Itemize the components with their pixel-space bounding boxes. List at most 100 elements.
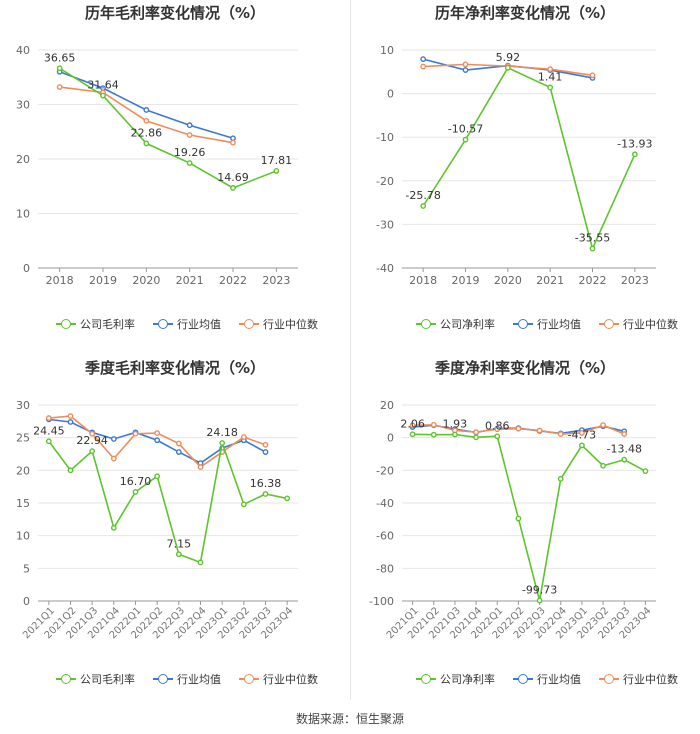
data-label: -13.48 [607, 443, 642, 456]
data-point [420, 63, 427, 70]
data-point [420, 203, 427, 209]
chart-canvas: 0510152025302021Q12021Q22021Q32021Q42022… [16, 399, 298, 641]
data-point [240, 501, 247, 508]
legend-label: 行业均值 [177, 673, 221, 686]
data-label: 22.86 [131, 126, 163, 139]
y-tick-label: 20 [16, 464, 30, 477]
quarterly-net-margin-chart: 季度净利率变化情况（%） -100 -80 -60 -40 -20 0 20 2021Q1 20… [350, 355, 700, 705]
y-tick-label: -10 [376, 131, 394, 144]
y-tick-label: 25 [16, 432, 30, 445]
quarterly-gross-margin-chart: 季度毛利率变化情况（%） 0 5 10 15 20 25 30 2021Q1 2021Q2 202… [0, 355, 350, 705]
data-label: -25.78 [405, 189, 440, 202]
x-tick-label: 2018 [409, 274, 437, 287]
data-point [621, 431, 628, 437]
data-point [186, 122, 193, 129]
y-tick-label: -30 [376, 218, 394, 231]
legend-line-icon [416, 319, 436, 329]
data-label: 24.45 [33, 424, 65, 437]
y-tick-label: 0 [23, 262, 30, 275]
legend-label: 行业均值 [537, 673, 581, 686]
annual-gross-margin-chart: 历年毛利率变化情况（%） 0 10 20 30 40 2018 2019 2020 2021 20… [0, 0, 350, 350]
data-point [45, 415, 52, 421]
y-tick-label: 0 [23, 595, 30, 608]
chart-canvas: -40 -30 -20 -10 0 10 2018 2019 2020 2021 2022 2023 -… [376, 44, 656, 287]
data-point [547, 84, 554, 91]
data-label: 31.64 [87, 79, 119, 92]
data-point [452, 431, 458, 438]
data-point [536, 427, 543, 434]
series-company: 36.65 31.64 22.86 19.26 14.69 17.81 [44, 51, 293, 191]
legend-label: 公司毛利率 [80, 318, 135, 331]
legend-item-industry_median[interactable]: 行业中位数 [599, 316, 678, 332]
data-point [579, 430, 585, 436]
data-point [56, 65, 63, 72]
y-tick-label: 30 [16, 399, 30, 412]
legend-item-industry_avg[interactable]: 行业均值 [513, 671, 581, 687]
data-label: 5.92 [496, 51, 521, 64]
legend-item-company[interactable]: 公司毛利率 [56, 671, 135, 687]
data-label: 2.06 [400, 417, 425, 430]
legend-item-industry_median[interactable]: 行业中位数 [239, 671, 318, 687]
chart-title: 季度毛利率变化情况（%） [84, 359, 266, 377]
data-point [262, 449, 269, 455]
y-tick-label: 0 [387, 88, 394, 101]
data-label: 14.69 [217, 171, 249, 184]
data-label: 24.18 [206, 426, 238, 439]
legend-line-icon [56, 319, 76, 329]
legend-item-industry_avg[interactable]: 行业均值 [153, 671, 221, 687]
legend-line-icon [56, 674, 76, 684]
series-company: 2.06 1.93 0.86 -99.73 -4.73 -13.48 [400, 417, 649, 604]
legend-item-company[interactable]: 公司毛利率 [56, 316, 135, 332]
y-tick-label: -20 [376, 175, 394, 188]
legend: 公司净利率 行业均值 行业中位数 [416, 316, 678, 332]
x-tick-label: 2018 [46, 274, 74, 287]
data-label: 17.81 [261, 154, 293, 167]
data-point [430, 431, 437, 438]
data-point [409, 422, 416, 429]
series-line [422, 66, 636, 251]
data-point [462, 67, 469, 73]
data-point [621, 456, 628, 463]
data-point [262, 441, 269, 448]
legend-item-industry_median[interactable]: 行业中位数 [599, 671, 678, 687]
legend-item-industry_avg[interactable]: 行业均值 [513, 316, 581, 332]
data-point [132, 430, 139, 437]
data-point [473, 429, 479, 436]
data-point [494, 426, 501, 433]
x-tick-label: 2022 [219, 274, 247, 287]
y-tick-label: -40 [376, 497, 394, 510]
data-label: -10.57 [448, 123, 483, 136]
y-tick-label: 30 [16, 99, 30, 112]
legend: 公司毛利率 行业均值 行业中位数 [56, 316, 318, 332]
data-point [473, 434, 479, 441]
legend-line-icon [239, 319, 259, 329]
series-industry_median [409, 421, 628, 437]
data-point [67, 467, 74, 474]
x-tick-label: 2020 [132, 274, 160, 287]
legend-item-industry_median[interactable]: 行业中位数 [239, 316, 318, 332]
data-point [67, 419, 74, 425]
data-label: 16.70 [120, 475, 152, 488]
legend-item-industry_avg[interactable]: 行业均值 [153, 316, 221, 332]
data-label: 1.93 [443, 418, 468, 431]
y-tick-label: -20 [376, 464, 394, 477]
x-tick-label: 2023 [621, 274, 649, 287]
y-tick-label: -40 [376, 262, 394, 275]
series-line [412, 433, 646, 601]
y-tick-label: -80 [376, 562, 394, 575]
data-point [89, 448, 96, 455]
data-point [175, 449, 182, 455]
data-point [284, 495, 291, 502]
data-point [143, 140, 150, 147]
data-point [154, 473, 161, 480]
legend-item-company[interactable]: 公司净利率 [416, 316, 495, 332]
x-tick-label: 2019 [452, 274, 480, 287]
x-tick-label: 2022 [579, 274, 607, 287]
y-tick-label: 10 [16, 530, 30, 543]
data-point [175, 551, 182, 558]
legend-item-company[interactable]: 公司净利率 [416, 671, 495, 687]
legend-line-icon [239, 674, 259, 684]
series-line [59, 67, 277, 189]
data-label: -4.73 [568, 428, 596, 441]
data-point [154, 430, 161, 436]
